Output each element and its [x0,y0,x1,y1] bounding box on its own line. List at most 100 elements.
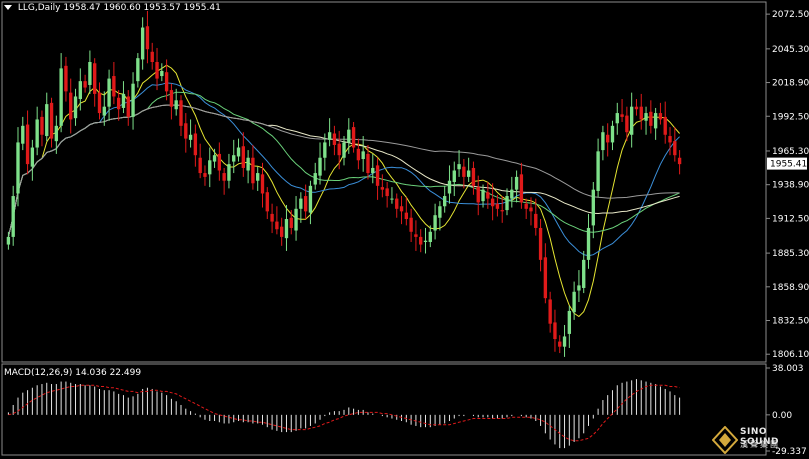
candle-body [414,234,418,237]
candle-body [443,196,447,207]
candle-body [318,157,322,176]
candle-body [54,125,59,142]
price-axis: 2072.50 2045.30 2018.90 1992.50 1965.30 1938.… [766,10,809,360]
candle-body [634,106,639,110]
candle-body [303,196,308,212]
candle-body [481,189,485,202]
macd-tick-label: 38.003 [772,364,804,374]
candle-body [275,221,279,230]
candle-body [644,113,648,121]
candle-body [649,111,653,126]
candle-body [73,96,78,119]
candle-body [64,65,68,92]
candle-body [35,119,39,148]
candle-body [562,336,567,347]
candle-body [256,173,260,181]
sinosound-watermark: SINO SOUND 漢聲集團 [711,425,806,456]
price-tick-label: 2072.50 [772,10,809,20]
candle-body [337,143,341,156]
candle-body [347,129,351,143]
candle-body [270,213,274,222]
candle-body [462,166,466,177]
current-price-label: 1955.41 [770,160,807,170]
candle-body [433,215,437,231]
candle-body [380,187,385,190]
candle-body [591,189,595,226]
candle-body [543,257,548,299]
candle-body [486,192,490,199]
candle-body [265,192,269,212]
candle-body [150,51,154,62]
candle-body [188,134,193,140]
candle-body [332,133,337,145]
candle-body [279,226,284,237]
candle-body [49,102,54,139]
candle-body [30,147,35,167]
candle-body [232,155,236,162]
candle-body [395,198,399,209]
candle-body [140,27,145,60]
candle-body [409,217,413,232]
candle-body [246,157,250,171]
candle-body [553,322,557,340]
candle-body [428,231,432,242]
macd-signal-line [8,384,680,442]
macd-header: MACD(12,26,9) 14.036 22.499 [4,368,141,378]
macd-axis: 38.003 0.00 -29.337 [766,364,807,457]
brand-cn: 漢聲集團 [740,440,780,449]
candle-body [342,142,346,158]
candle-body [299,198,303,209]
candle-body [457,164,461,170]
candle-body [251,157,255,184]
candle-body [308,185,313,213]
candle-body [313,173,317,185]
macd-label: MACD(12,26,9) 14.036 22.499 [4,368,142,378]
candle-body [639,106,643,120]
candle-body [107,78,111,107]
candle-body [399,206,404,212]
candle-body [452,170,456,182]
candle-body [284,219,289,239]
candle-body [567,310,572,334]
candle-body [217,153,222,171]
candle-body [620,114,624,117]
candle-body [40,116,44,135]
candle-body [83,81,87,88]
candle-body [606,134,610,143]
macd-panel [7,379,681,449]
candle-body [179,100,183,126]
candle-body [160,70,164,77]
sinosound-logo-icon [711,425,739,455]
candle-body [169,90,174,107]
candle-body [534,213,538,228]
candle-body [673,141,677,156]
candle-body [212,155,217,162]
candle-body [260,174,265,194]
current-price-marker: 1955.41 [767,157,807,170]
candle-body [610,125,615,143]
candle-body [59,68,63,126]
candle-body [6,236,11,245]
candle-body [558,341,562,347]
dropdown-triangle-icon[interactable] [4,5,12,10]
candle-body [658,113,663,120]
candle-body [294,208,298,231]
candle-body [371,167,375,174]
candle-body [548,299,552,324]
candle-body [390,198,394,200]
candle-body [514,176,519,190]
price-tick-label: 1938.90 [772,181,809,191]
price-tick-label: 1806.10 [772,350,809,360]
candle-body [529,207,533,212]
candlestick-series [6,10,682,357]
candle-body [21,125,25,144]
candle-body [447,180,452,194]
price-tick-label: 1912.50 [772,214,809,224]
candle-body [136,58,140,82]
candle-body [582,259,586,288]
price-tick-label: 2045.30 [772,45,809,55]
candle-body [25,124,30,165]
candle-body [69,92,73,120]
candle-body [625,115,629,133]
price-tick-label: 1885.30 [772,249,809,259]
